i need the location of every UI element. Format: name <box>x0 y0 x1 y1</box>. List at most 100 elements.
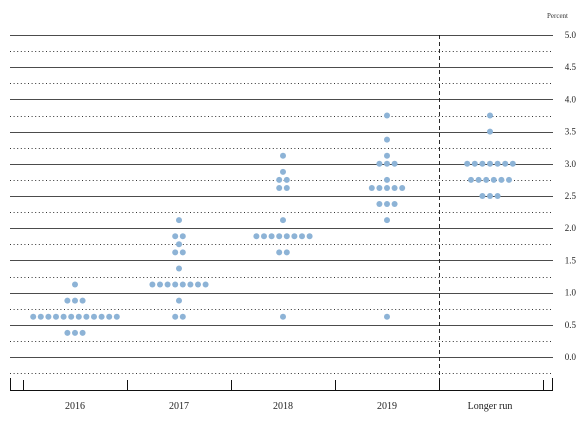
y-tick-label: 2.0 <box>565 223 577 233</box>
dot <box>179 281 186 288</box>
unit-label: Percent <box>547 12 568 20</box>
dot <box>384 112 390 119</box>
dot <box>98 313 105 320</box>
dot <box>172 313 179 320</box>
dot <box>75 313 82 320</box>
dot <box>399 184 406 191</box>
y-tick-label: 1.5 <box>565 255 577 265</box>
dot <box>384 313 390 320</box>
y-tick-label: 1.0 <box>565 288 577 298</box>
dot <box>195 281 201 288</box>
dot <box>268 233 275 240</box>
dot <box>60 313 67 320</box>
dot <box>384 136 390 143</box>
dot <box>376 184 383 191</box>
x-axis <box>10 378 553 391</box>
dot <box>283 176 290 183</box>
dot <box>280 168 286 175</box>
dot <box>299 233 305 240</box>
dot <box>179 249 186 256</box>
x-category-label: 2016 <box>65 401 85 412</box>
y-tick-label: 5.0 <box>565 30 577 40</box>
dot <box>172 281 179 288</box>
dot <box>391 201 398 208</box>
dot <box>187 281 194 288</box>
dot <box>280 217 286 224</box>
y-axis-tick-labels: 0.0 0.5 1.0 1.5 2.0 2.5 3.0 3.5 4.0 4.5 5.0 <box>565 30 577 362</box>
dot <box>64 297 71 304</box>
dot <box>276 233 283 240</box>
y-tick-label: 0.5 <box>565 320 577 330</box>
dot <box>487 112 493 119</box>
y-tick-label: 4.5 <box>565 62 577 72</box>
dot <box>164 281 171 288</box>
dot <box>79 297 86 304</box>
dot <box>368 184 375 191</box>
dot <box>276 176 283 183</box>
dot <box>283 249 290 256</box>
dot <box>487 193 493 199</box>
dot <box>506 176 512 183</box>
dot <box>464 160 471 167</box>
dot <box>487 128 493 135</box>
dot <box>30 313 37 320</box>
dot <box>502 160 509 167</box>
x-category-label: 2017 <box>169 401 189 412</box>
dot <box>498 176 505 183</box>
dot <box>376 160 383 167</box>
y-tick-label: 2.5 <box>565 191 577 201</box>
dot <box>384 184 390 191</box>
dot <box>253 233 260 240</box>
dots <box>30 112 516 336</box>
dot <box>376 201 383 208</box>
dot <box>471 160 478 167</box>
dot <box>479 193 486 199</box>
dot <box>468 176 474 183</box>
dot <box>384 217 390 224</box>
y-tick-label: 3.0 <box>565 159 577 169</box>
x-category-label: 2019 <box>377 401 397 412</box>
dot <box>306 233 313 240</box>
y-tick-label: 0.0 <box>565 352 577 362</box>
dot <box>157 281 163 288</box>
y-tick-label: 3.5 <box>565 127 577 137</box>
dot <box>291 233 298 240</box>
dot <box>113 313 120 320</box>
dot <box>283 233 290 240</box>
dot <box>391 160 398 167</box>
dot <box>72 297 78 304</box>
dot <box>106 313 113 320</box>
dot <box>280 152 286 159</box>
dot <box>276 249 283 256</box>
dot <box>172 233 179 240</box>
dot <box>509 160 516 167</box>
dot <box>149 281 156 288</box>
dot <box>45 313 52 320</box>
dot <box>72 329 78 336</box>
dot <box>494 193 501 199</box>
gridlines <box>10 35 553 374</box>
dot <box>37 313 44 320</box>
dot <box>83 313 90 320</box>
dot <box>68 313 75 320</box>
y-tick-label: 4.0 <box>565 94 577 104</box>
dot <box>384 201 390 208</box>
dot <box>176 297 182 304</box>
dot <box>490 176 497 183</box>
dot <box>384 160 390 167</box>
dot <box>176 241 182 248</box>
dot <box>91 313 97 320</box>
dot <box>487 160 493 167</box>
x-category-label: Longer run <box>468 401 513 412</box>
dot <box>384 152 390 159</box>
dot <box>261 233 267 240</box>
x-axis-category-labels: 2016 2017 2018 2019 Longer run <box>65 401 512 412</box>
dot <box>475 176 482 183</box>
dot <box>494 160 501 167</box>
dot <box>176 265 182 272</box>
dot <box>64 329 71 336</box>
dot <box>53 313 59 320</box>
dot <box>79 329 86 336</box>
dot <box>283 184 290 191</box>
